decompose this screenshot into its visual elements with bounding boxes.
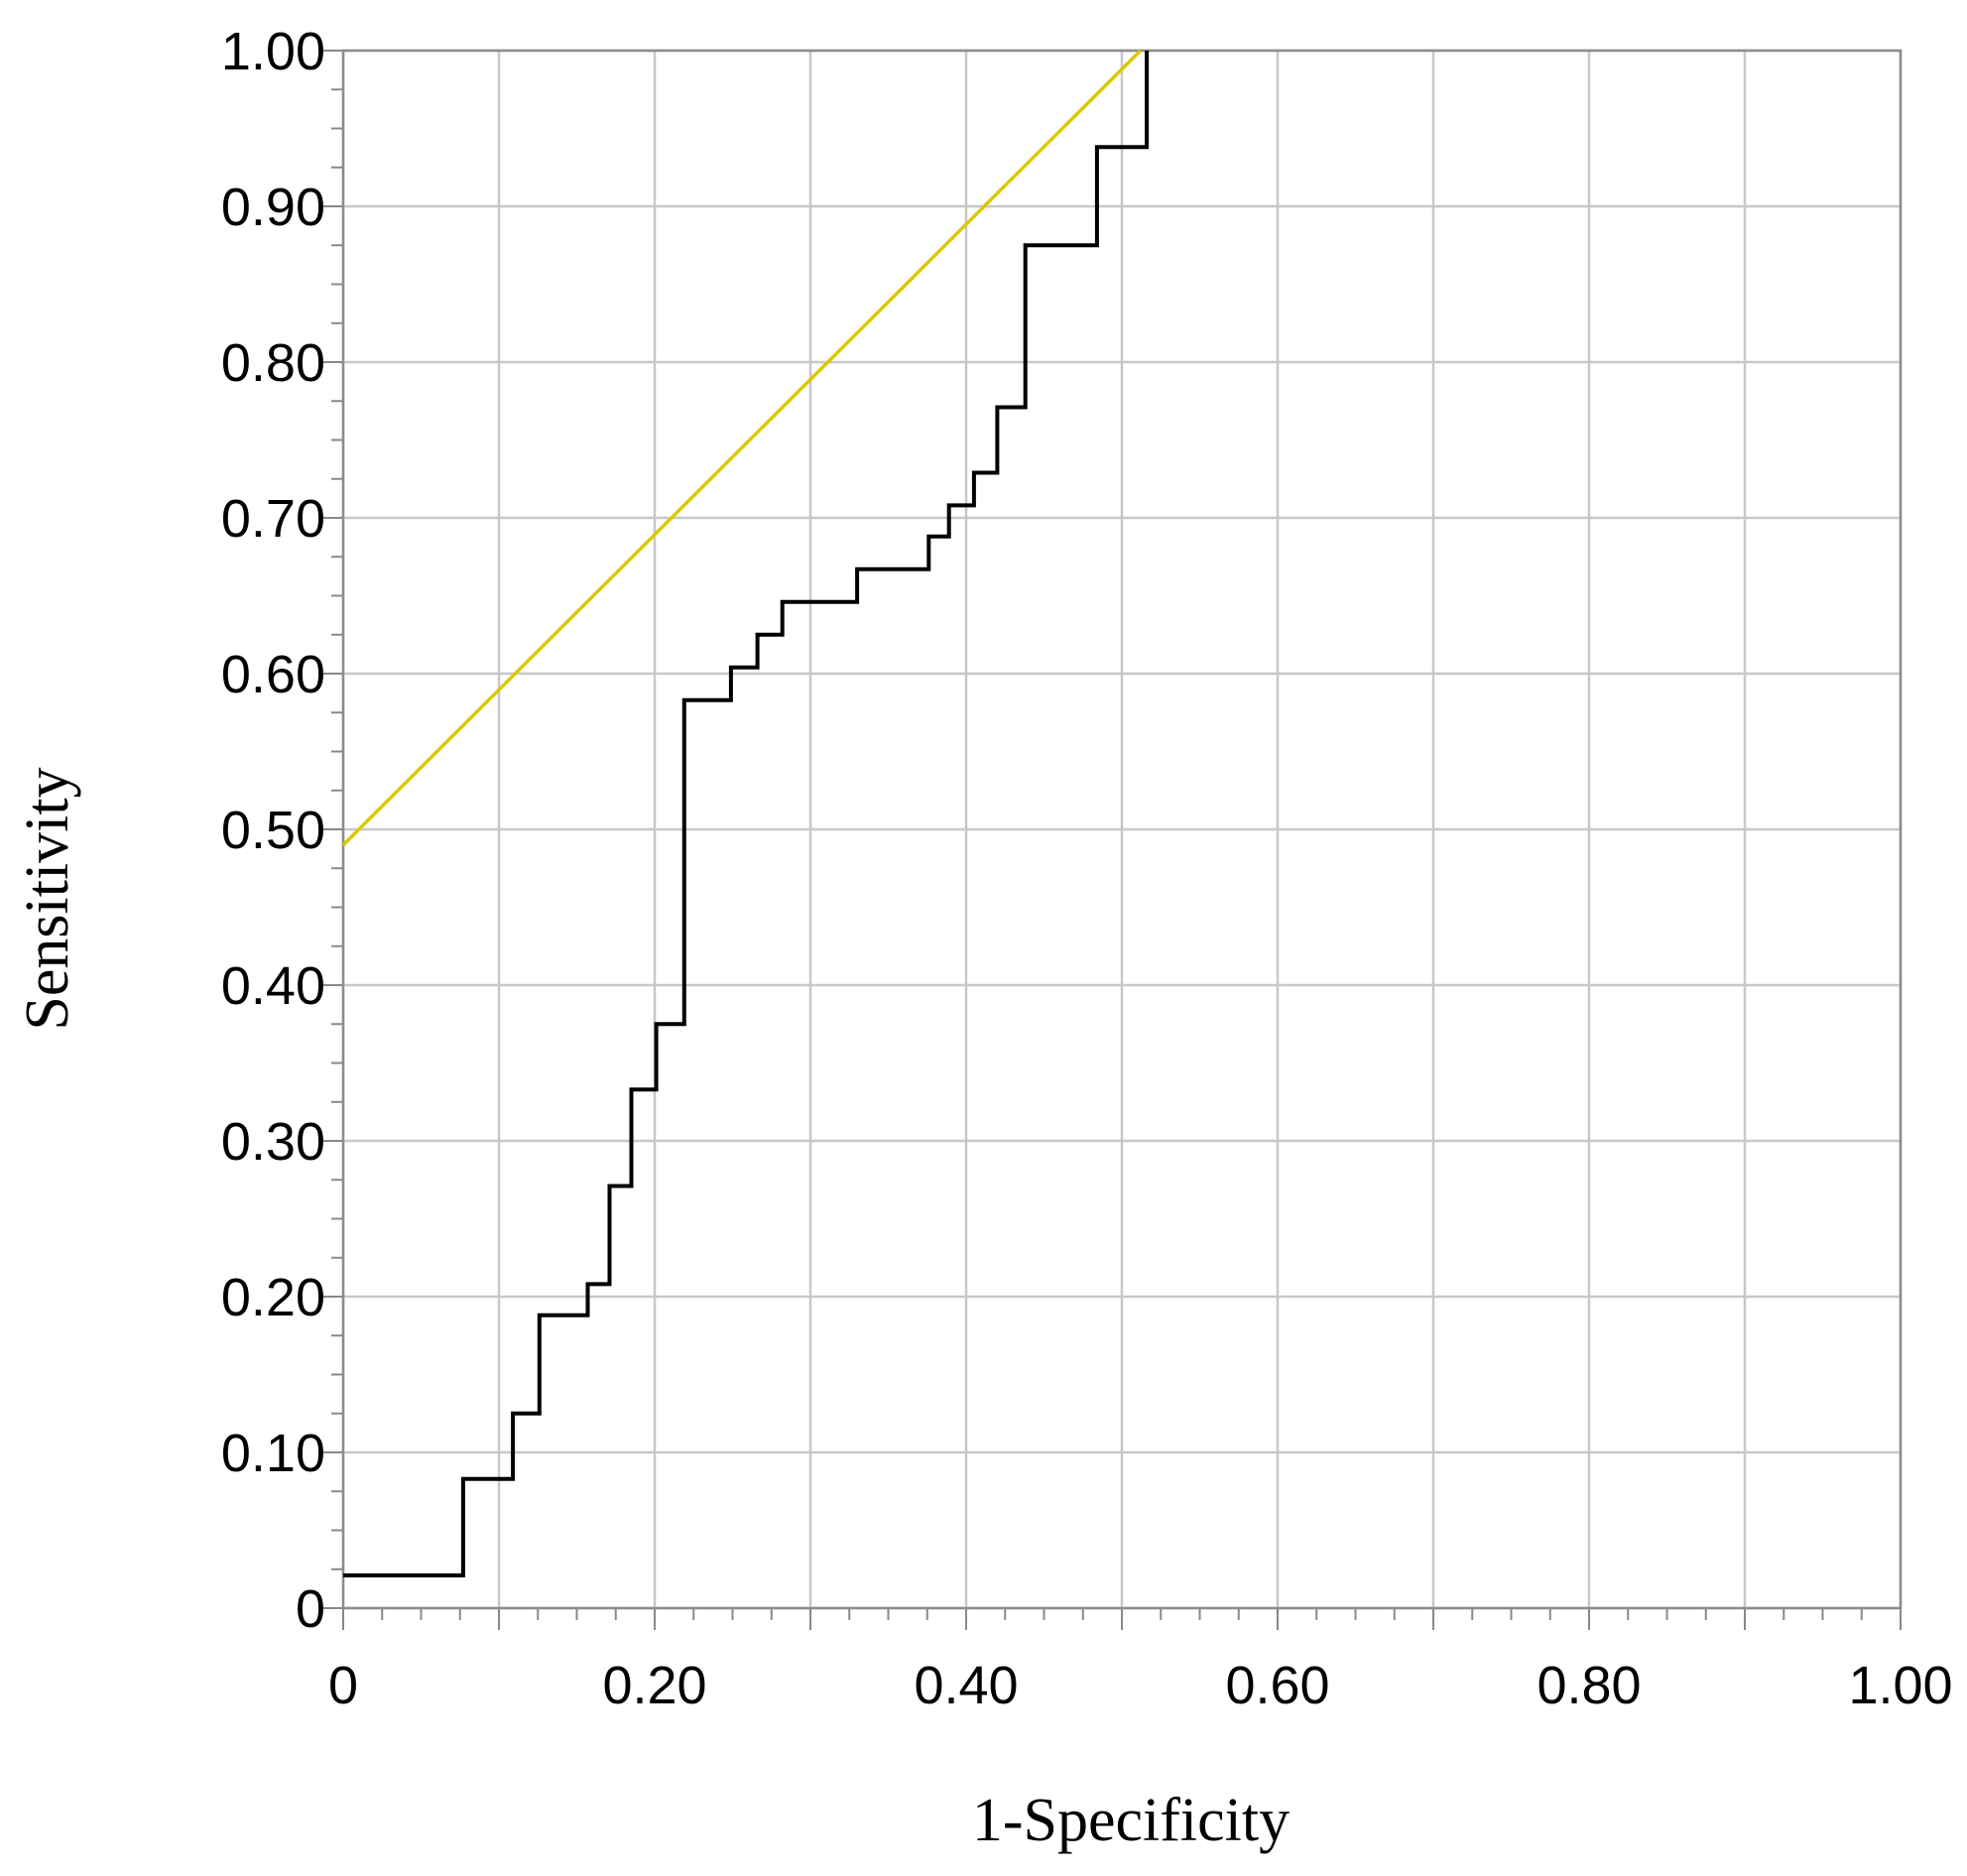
minor-ticks (321, 50, 1902, 1630)
x-tick-label-4: 0.80 (1537, 1656, 1641, 1715)
y-tick-label-2: 0.20 (221, 1268, 325, 1327)
y-axis-title: Sensitivity (14, 767, 81, 1030)
y-tick-label-8: 0.80 (221, 333, 325, 393)
plot-frame (341, 49, 1903, 1610)
x-axis-title: 1-Specificity (972, 1787, 1290, 1854)
y-tick-label-0: 0 (296, 1579, 325, 1639)
x-tick-label-3: 0.60 (1225, 1656, 1329, 1715)
reference-line (341, 49, 1143, 846)
x-tick-label-5: 1.00 (1848, 1656, 1952, 1715)
x-tick-label-1: 0.20 (602, 1656, 706, 1715)
y-tick-label-9: 0.90 (221, 178, 325, 237)
y-tick-label-7: 0.70 (221, 489, 325, 549)
y-axis-tick-labels: 0 0.10 0.20 0.30 0.40 0.50 0.60 0.70 0.80 0.90 1.0… (221, 22, 325, 1639)
y-tick-label-10: 1.00 (221, 22, 325, 81)
x-axis-tick-labels: 0 0.20 0.40 0.60 0.80 1.00 (328, 1656, 1953, 1715)
series-layer (341, 49, 1150, 1577)
y-tick-label-5: 0.50 (221, 801, 325, 860)
y-tick-label-3: 0.30 (221, 1112, 325, 1172)
roc-curve (343, 51, 1150, 1577)
y-tick-label-1: 0.10 (221, 1424, 325, 1483)
x-tick-label-2: 0.40 (914, 1656, 1018, 1715)
y-tick-label-4: 0.40 (221, 956, 325, 1016)
x-tick-label-0: 0 (328, 1656, 358, 1715)
y-tick-label-6: 0.60 (221, 645, 325, 704)
